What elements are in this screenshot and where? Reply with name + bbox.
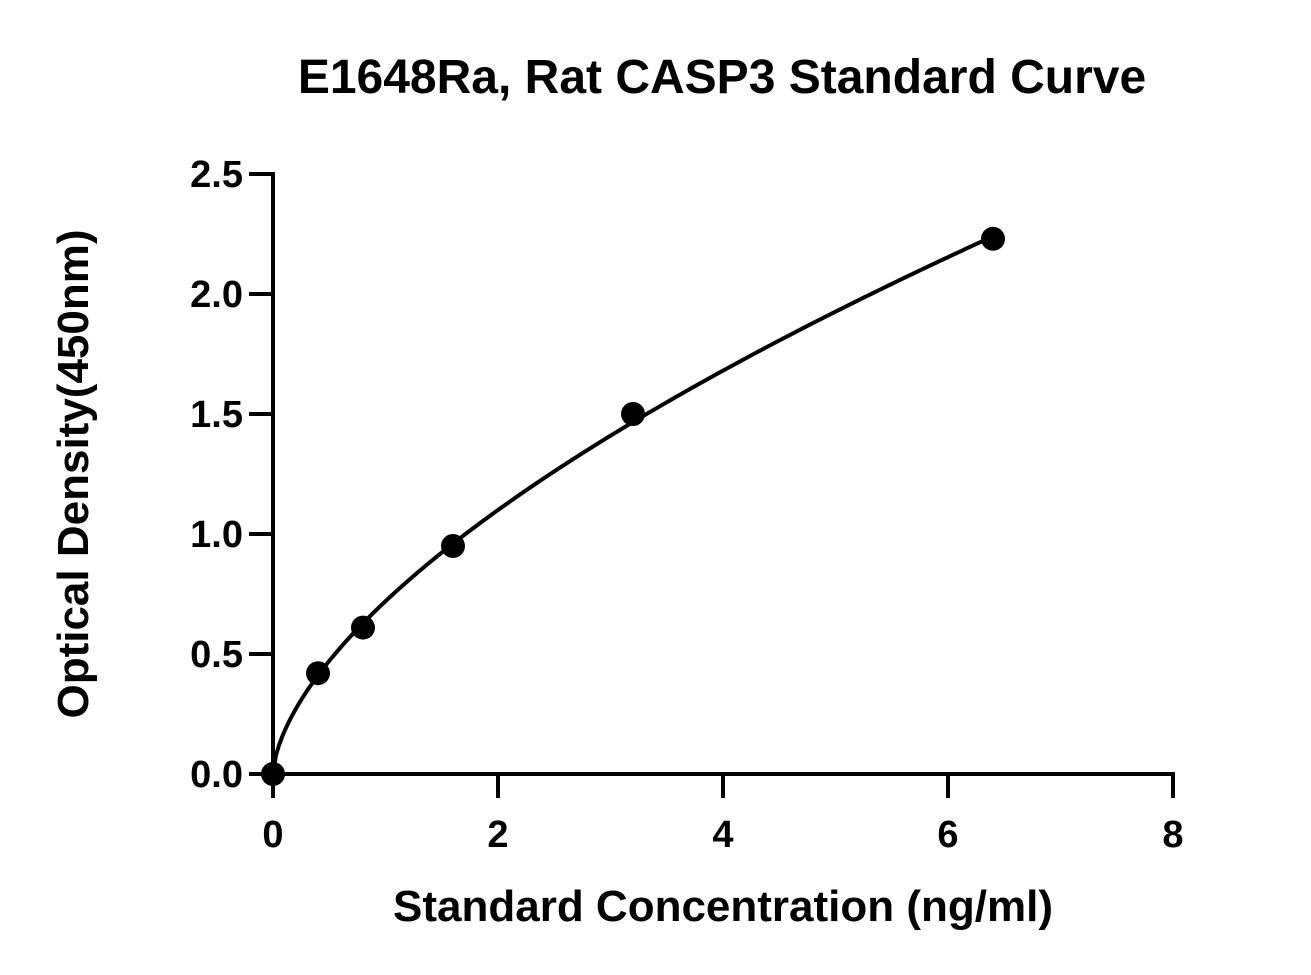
y-axis-label: Optical Density(450nm) — [49, 229, 98, 718]
fit-curve-group — [271, 234, 994, 775]
chart-title: E1648Ra, Rat CASP3 Standard Curve — [298, 51, 1146, 104]
data-point — [621, 402, 645, 426]
data-point — [981, 226, 1005, 251]
y-tick-label: 0.5 — [190, 634, 243, 676]
x-tick-label: 0 — [262, 814, 283, 856]
data-point — [351, 615, 375, 640]
x-tick-label: 4 — [712, 814, 733, 856]
x-tick-label: 2 — [487, 814, 508, 856]
x-tick-label: 8 — [1162, 814, 1183, 856]
y-tick-label: 2.5 — [190, 154, 243, 196]
axes: 0.0 0.5 1.0 1.5 2.0 2.5 0 2 4 6 8 — [190, 154, 1183, 856]
data-point — [306, 661, 330, 686]
x-axis-label: Standard Concentration (ng/ml) — [393, 882, 1053, 931]
y-tick-label: 0.0 — [190, 754, 243, 796]
x-tick-label: 6 — [937, 814, 958, 856]
data-point — [441, 534, 465, 558]
data-points — [261, 226, 1005, 786]
y-tick-label: 1.0 — [190, 514, 243, 556]
y-tick-label: 1.5 — [190, 394, 243, 436]
y-tick-label: 2.0 — [190, 274, 243, 316]
data-point — [261, 762, 285, 786]
fit-curve — [271, 234, 994, 775]
